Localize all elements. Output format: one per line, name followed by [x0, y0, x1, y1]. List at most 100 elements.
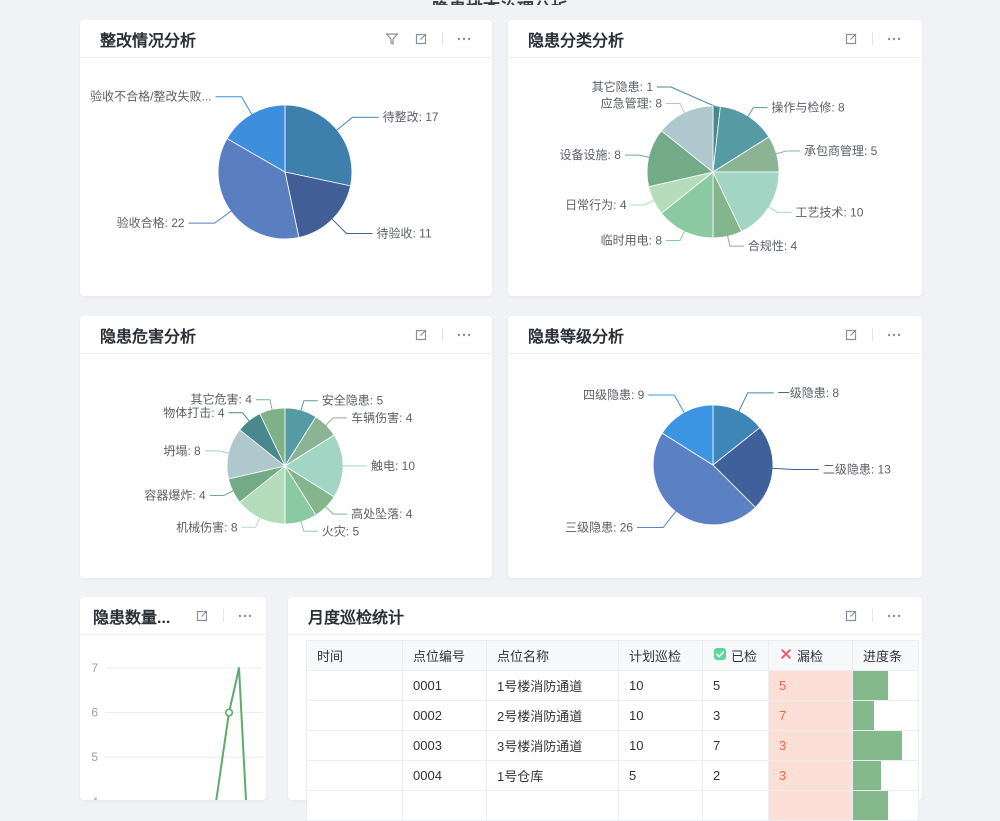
column-header-2: 点位名称: [486, 640, 619, 671]
pie-chart-level: 一级隐患: 8 二级隐患: 13 三级隐患: 26 四级隐患: 9: [565, 386, 891, 535]
cell: [306, 760, 403, 791]
pie-label: 物体打击: 4: [163, 406, 225, 420]
missed-cell: 5: [768, 670, 853, 701]
pie-label-line: [637, 510, 677, 528]
cell: [306, 790, 403, 821]
pie-chart-rectification: 待整改: 17 待验收: 11 验收合格: 22 验收不合格/整改失败...: [90, 89, 439, 241]
monthly-inspection-table: 时间 点位编号 点位名称 计划巡检 已检 漏检 进度条 0001 1号楼消防通道 10 5 5 0002…: [306, 640, 919, 821]
expand-icon[interactable]: [843, 608, 859, 624]
icon-divider: [442, 328, 443, 341]
expand-icon[interactable]: [194, 608, 210, 624]
pie-label: 二级隐患: 13: [823, 463, 891, 477]
more-icon[interactable]: [886, 327, 902, 343]
pie-label-line: [657, 86, 717, 108]
missed-cell: 3: [768, 760, 853, 791]
pie-label: 应急管理: 8: [601, 96, 663, 111]
expand-icon[interactable]: [843, 327, 859, 343]
card-quantity-trend: 隐患数量... 7 6 5 4: [80, 597, 266, 800]
pie-label-line: [666, 230, 686, 241]
pie-label-line: [727, 235, 744, 247]
cell: 0001: [402, 670, 487, 701]
check-icon: [713, 647, 727, 664]
column-label: 计划巡检: [629, 649, 682, 664]
cell: 2号楼消防通道: [486, 700, 619, 731]
column-header-6: 进度条: [852, 640, 919, 671]
progress-cell: [852, 700, 919, 731]
expand-icon[interactable]: [413, 31, 429, 47]
cell: [702, 790, 769, 821]
pie-label: 待整改: 17: [383, 109, 439, 124]
cell: 1号仓库: [486, 760, 619, 791]
line-chart-quantity: 7 6 5 4: [91, 661, 263, 800]
pie-label-line: [228, 412, 250, 422]
more-icon[interactable]: [886, 608, 902, 624]
cell: 0002: [402, 700, 487, 731]
trend-line: [215, 667, 247, 800]
column-header-0: 时间: [306, 640, 403, 671]
missed-cell: [768, 790, 853, 821]
progress-cell: [852, 670, 919, 701]
y-axis-tick: 4: [91, 795, 98, 800]
column-label: 时间: [317, 649, 344, 664]
cell: 1号楼消防通道: [486, 670, 619, 701]
icon-divider: [442, 32, 443, 45]
card-title: 整改情况分析: [100, 32, 197, 50]
icon-divider: [872, 609, 873, 622]
card-title: 隐患等级分析: [528, 328, 625, 346]
cell: 10: [618, 730, 703, 761]
pie-label: 承包商管理: 5: [804, 143, 878, 158]
card-title: 隐患危害分析: [100, 328, 197, 346]
pie-label-line: [648, 394, 685, 414]
card-monthly-inspection: 月度巡检统计 时间 点位编号 点位名称 计划巡检 已检 漏检 进度条 0001 1号楼消防通道 1…: [288, 597, 922, 821]
cell: 5: [702, 670, 769, 701]
progress-cell: [852, 790, 919, 821]
pie-label: 其它隐患: 1: [592, 79, 654, 94]
more-icon[interactable]: [886, 31, 902, 47]
cell: 3: [702, 700, 769, 731]
pie-label: 高处坠落: 4: [351, 506, 413, 521]
pie-label-line: [331, 218, 373, 234]
pie-label: 合规性: 4: [748, 238, 798, 253]
card-harm: 隐患危害分析 安全隐患: 5 车辆伤害: 4 触电: 10 高处坠落: 4 火灾: 5 机…: [80, 316, 492, 578]
icon-divider: [872, 328, 873, 341]
more-icon[interactable]: [456, 31, 472, 47]
column-header-1: 点位编号: [402, 640, 487, 671]
card-classification: 隐患分类分析 其它隐患: 1 操作与检修: 8 承包商管理: 5 工艺技术: 10 合规…: [508, 20, 922, 296]
cell: 2: [702, 760, 769, 791]
pie-label-line: [324, 417, 348, 427]
pie-label-line: [767, 206, 792, 213]
page-title-partial: 隐患排查治理分析: [0, 0, 1000, 5]
card-rectification: 整改情况分析 待整改: 17 待验收: 11 验收合格: 22 验收不合格/整改失败.…: [80, 20, 492, 296]
y-axis-tick: 7: [91, 661, 98, 675]
pie-label: 工艺技术: 10: [795, 205, 863, 219]
pie-label-line: [738, 392, 774, 413]
more-icon[interactable]: [237, 608, 253, 624]
pie-label: 验收不合格/整改失败...: [90, 89, 211, 104]
pie-label-line: [300, 400, 318, 412]
pie-label-line: [241, 517, 261, 528]
pie-label: 设备设施: 8: [560, 148, 622, 162]
card-title: 隐患数量...: [93, 609, 171, 627]
pie-label: 容器爆炸: 4: [144, 488, 206, 503]
more-icon[interactable]: [456, 327, 472, 343]
cell: [306, 700, 403, 731]
cell: [306, 730, 403, 761]
column-label: 点位名称: [497, 649, 550, 664]
pie-label-line: [204, 450, 230, 454]
data-point-marker[interactable]: [224, 708, 234, 717]
column-label: 进度条: [863, 649, 903, 664]
table-row: 0003 3号楼消防通道 10 7 3: [306, 730, 919, 761]
pie-label-line: [630, 199, 655, 206]
filter-icon[interactable]: [384, 31, 400, 47]
cell: 7: [702, 730, 769, 761]
expand-icon[interactable]: [843, 31, 859, 47]
progress-bar: [853, 701, 874, 730]
pie-label: 验收合格: 22: [117, 215, 185, 230]
expand-icon[interactable]: [413, 327, 429, 343]
pie-label-line: [624, 154, 650, 158]
column-label: 点位编号: [413, 649, 466, 664]
column-header-3: 计划巡检: [618, 640, 703, 671]
pie-label: 安全隐患: 5: [322, 393, 384, 408]
pie-label-line: [324, 505, 348, 515]
table-header-row: 时间 点位编号 点位名称 计划巡检 已检 漏检 进度条: [306, 640, 919, 671]
